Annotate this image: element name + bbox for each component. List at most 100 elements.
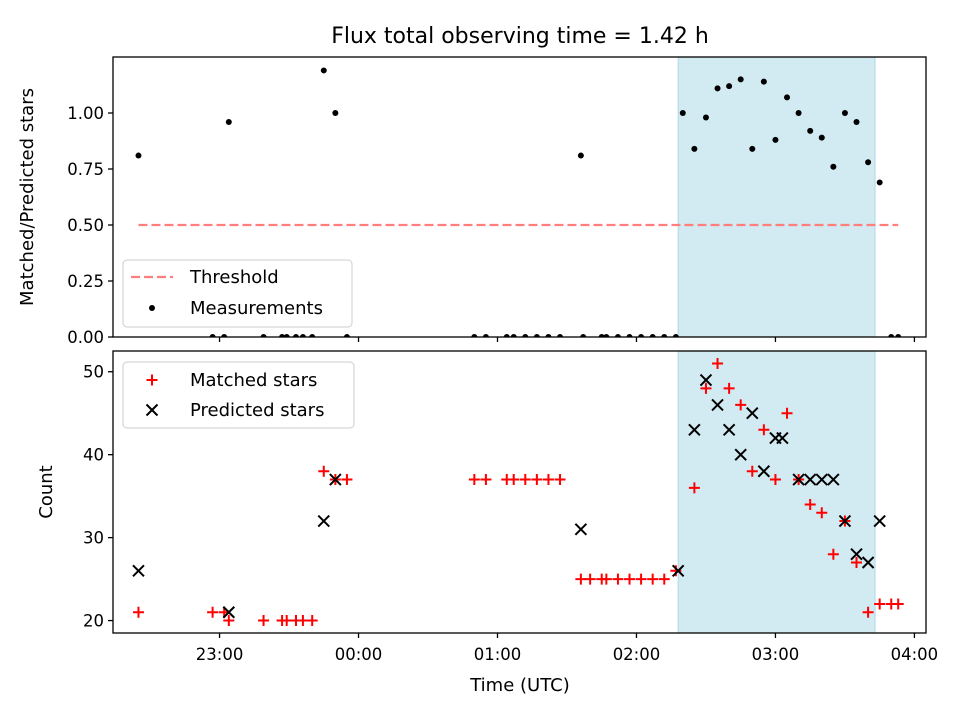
measurement-point: [343, 334, 350, 337]
matched-star-point: [712, 357, 724, 369]
measurement-point: [598, 334, 605, 337]
measurement-point: [726, 83, 733, 90]
measurement-point: [603, 334, 610, 337]
matched-star-point: [723, 382, 735, 394]
matched-star-point: [542, 474, 554, 486]
predicted-star-point: [850, 547, 863, 561]
matched-star-point: [341, 474, 353, 486]
measurement-point: [225, 118, 232, 125]
y-axis-label: Matched/Predicted stars: [17, 88, 38, 306]
matched-star-point: [575, 573, 587, 585]
measurement-point: [557, 334, 564, 337]
matched-star-point: [746, 465, 758, 477]
measurement-point: [749, 145, 756, 152]
y-tick-label: 0.75: [67, 160, 104, 179]
legend-predicted-label: Predicted stars: [190, 400, 324, 421]
measurement-point: [772, 136, 779, 143]
x-tick-label: 04:00: [891, 645, 939, 664]
predicted-star-point: [329, 473, 342, 486]
measurement-point: [649, 334, 656, 337]
predicted-star-point: [699, 373, 713, 387]
predicted-star-point: [574, 523, 588, 536]
x-tick-label: 01:00: [474, 645, 522, 664]
legend-matched-swatch: [146, 374, 158, 386]
plot-area: [135, 67, 902, 337]
matched-star-point: [306, 615, 318, 627]
predicted-star-point: [803, 473, 817, 486]
matched-star-point: [700, 382, 712, 394]
predicted-star-point: [776, 431, 789, 445]
legend-threshold-label: Threshold: [189, 267, 279, 288]
x-tick-label: 02:00: [613, 645, 661, 664]
matched-star-point: [827, 548, 839, 560]
measurement-point: [209, 334, 216, 337]
x-tick-label: 00:00: [335, 645, 383, 664]
predicted-star-point: [671, 564, 685, 578]
y-tick-label: 30: [83, 529, 104, 548]
measurement-point: [895, 334, 902, 337]
y-tick-label: 40: [83, 446, 104, 465]
legend: Threshold Measurements: [122, 259, 353, 328]
matched-star-point: [635, 573, 647, 585]
measurement-point: [580, 334, 587, 337]
predicted-star-point: [746, 406, 759, 420]
predicted-star-point: [317, 514, 330, 528]
predicted-star-point: [873, 514, 886, 528]
matched-star-point: [258, 615, 270, 627]
measurement-point: [638, 334, 645, 337]
measurement-point: [279, 334, 286, 337]
matched-star-point: [758, 424, 770, 436]
matched-star-point: [735, 399, 747, 411]
legend: Matched stars Predicted stars: [122, 361, 355, 429]
predicted-star-point: [222, 606, 236, 619]
matched-star-point: [468, 474, 480, 486]
legend-measurements-swatch: [149, 305, 155, 311]
matched-star-point: [874, 598, 886, 610]
predicted-star-point: [815, 473, 828, 486]
matched-star-point: [297, 615, 309, 627]
measurement-point: [626, 334, 633, 337]
measurement-point: [522, 334, 529, 337]
matched-star-point: [519, 474, 531, 486]
measurement-point: [135, 152, 142, 159]
matched-star-point: [688, 482, 700, 494]
measurement-point: [807, 127, 814, 134]
measurement-point: [471, 334, 478, 337]
bottom-panel: 20 30 40 50 23:00 00:00 01:00 02:00 03:00 04:00 Co…: [36, 350, 939, 664]
x-axis-label: Time (UTC): [469, 675, 570, 696]
y-tick-label: 0.50: [67, 216, 104, 235]
measurement-point: [795, 110, 802, 116]
measurement-point: [510, 334, 517, 337]
matched-star-point: [554, 474, 566, 486]
measurement-point: [702, 114, 709, 121]
measurement-point: [260, 334, 267, 337]
legend-measurements-label: Measurements: [190, 298, 323, 319]
predicted-star-point: [792, 473, 805, 486]
matched-star-point: [480, 474, 492, 486]
predicted-star-point: [861, 556, 875, 569]
matched-star-point: [851, 557, 863, 568]
measurement-point: [299, 334, 306, 337]
measurement-point: [760, 78, 767, 85]
legend-predicted-swatch: [145, 403, 159, 417]
matched-star-point: [132, 606, 144, 618]
measurement-point: [841, 110, 848, 116]
matched-star-point: [781, 407, 793, 419]
measurement-point: [876, 179, 883, 186]
measurement-point: [679, 110, 686, 116]
top-panel: 0.00 0.25 0.50 0.75 1.00 Matched/Predicted st…: [17, 56, 927, 347]
y-tick-label: 0.00: [67, 328, 104, 347]
matched-star-point: [647, 573, 659, 585]
measurement-point: [661, 334, 668, 337]
y-tick-label: 0.25: [67, 272, 104, 291]
matched-star-point: [658, 573, 670, 585]
measurement-point: [545, 334, 552, 337]
measurement-point: [332, 110, 339, 116]
matched-star-point: [508, 474, 520, 486]
y-axis-label: Count: [36, 465, 57, 518]
measurement-point: [221, 334, 228, 337]
measurement-point: [309, 334, 316, 337]
plot-area: [132, 357, 904, 627]
predicted-star-point: [734, 448, 747, 461]
